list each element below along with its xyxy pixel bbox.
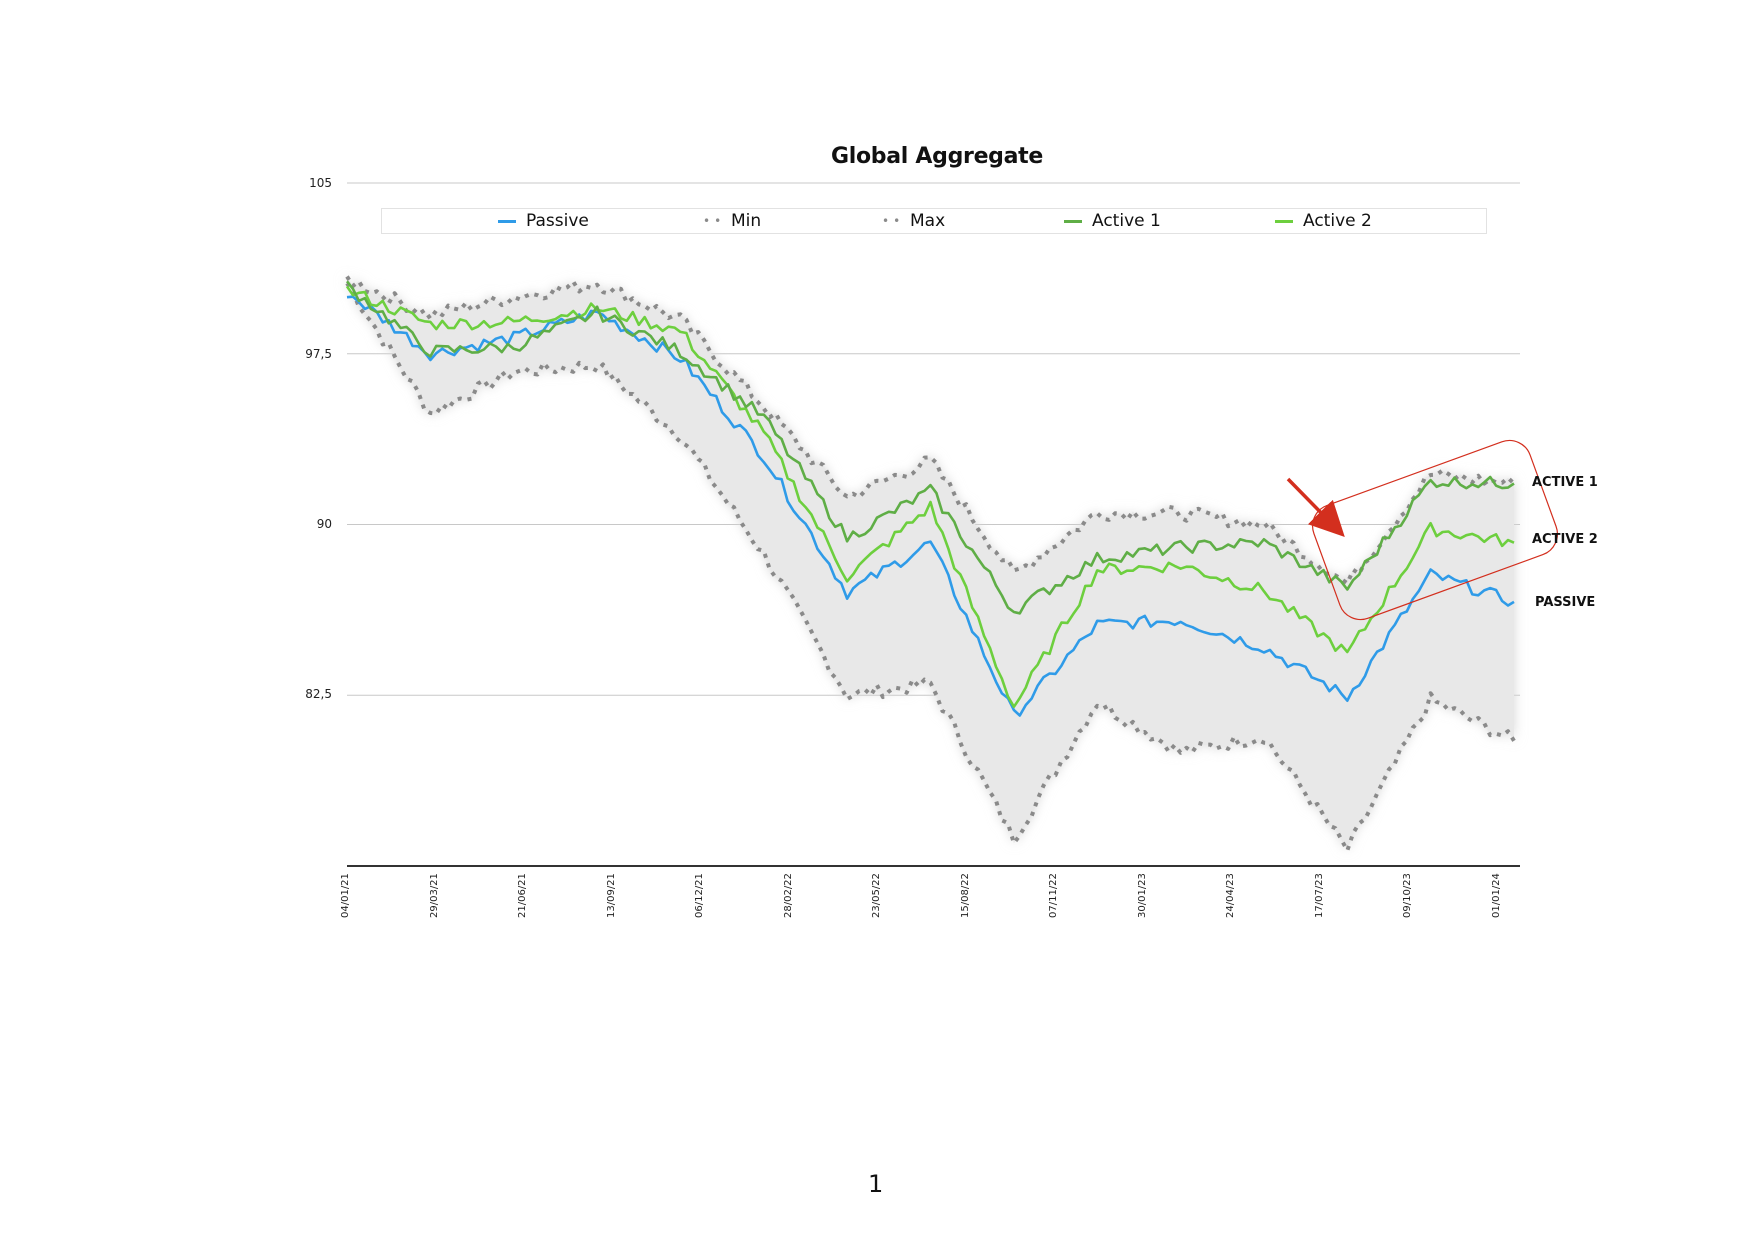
x-tick-label: 30/01/23 [1136,873,1148,918]
x-tick-label: 04/01/21 [340,873,351,918]
x-tick-label: 13/09/21 [605,873,617,918]
x-tick-label: 24/04/23 [1225,873,1237,918]
end-label-active-2: ACTIVE 2 [1532,532,1598,547]
legend-label: Max [910,211,946,231]
x-tick-label: 09/10/23 [1402,873,1414,918]
legend-item-active-1[interactable]: Active 1 [1064,211,1161,231]
min-max-band [347,276,1514,851]
legend-dots-icon: •• [882,213,905,228]
x-tick-label: 15/08/22 [959,873,971,918]
legend-label: Min [731,211,762,231]
y-tick-label: 90 [316,517,332,531]
chart-title: Global Aggregate [830,144,1044,169]
series-max [345,275,1516,586]
x-tick-label: 28/02/22 [782,873,794,918]
legend-item-passive[interactable]: Passive [498,211,589,231]
legend-item-active-2[interactable]: Active 2 [1275,211,1372,231]
series-active-1 [345,280,1515,615]
annotation [1286,439,1558,621]
legend-label: Active 2 [1303,211,1372,231]
y-tick-label: 82,5 [305,687,332,701]
x-tick-label: 21/06/21 [517,873,529,918]
legend-dots-icon: •• [703,213,726,228]
annotation-box [1312,439,1558,621]
chart-legend: Passive •• Min •• Max Active 1 Active 2 [381,208,1487,234]
legend-line-icon [1275,219,1293,223]
series-lines [345,275,1516,853]
series-min [345,282,1516,853]
end-label-active-1: ACTIVE 1 [1532,475,1598,490]
x-tick-label: 29/03/21 [428,873,440,918]
end-label-passive: PASSIVE [1535,595,1596,610]
annotation-arrow-icon [1286,477,1345,538]
x-tick-label: 01/01/24 [1491,873,1502,918]
legend-label: Active 1 [1092,211,1161,231]
y-tick-label: 105 [309,176,332,190]
page-number: 1 [868,1170,884,1198]
x-tick-label: 06/12/21 [694,873,706,918]
legend-item-min[interactable]: •• Min [703,211,761,231]
legend-label: Passive [526,211,589,231]
x-tick-label: 07/11/22 [1048,873,1060,918]
x-tick-label: 17/07/23 [1313,873,1325,918]
series-active-2 [345,285,1515,709]
y-tick-label: 97,5 [305,347,332,361]
x-tick-label: 23/05/22 [871,873,883,918]
legend-line-icon [1064,219,1082,223]
legend-line-icon [498,219,516,223]
legend-item-max[interactable]: •• Max [882,211,945,231]
